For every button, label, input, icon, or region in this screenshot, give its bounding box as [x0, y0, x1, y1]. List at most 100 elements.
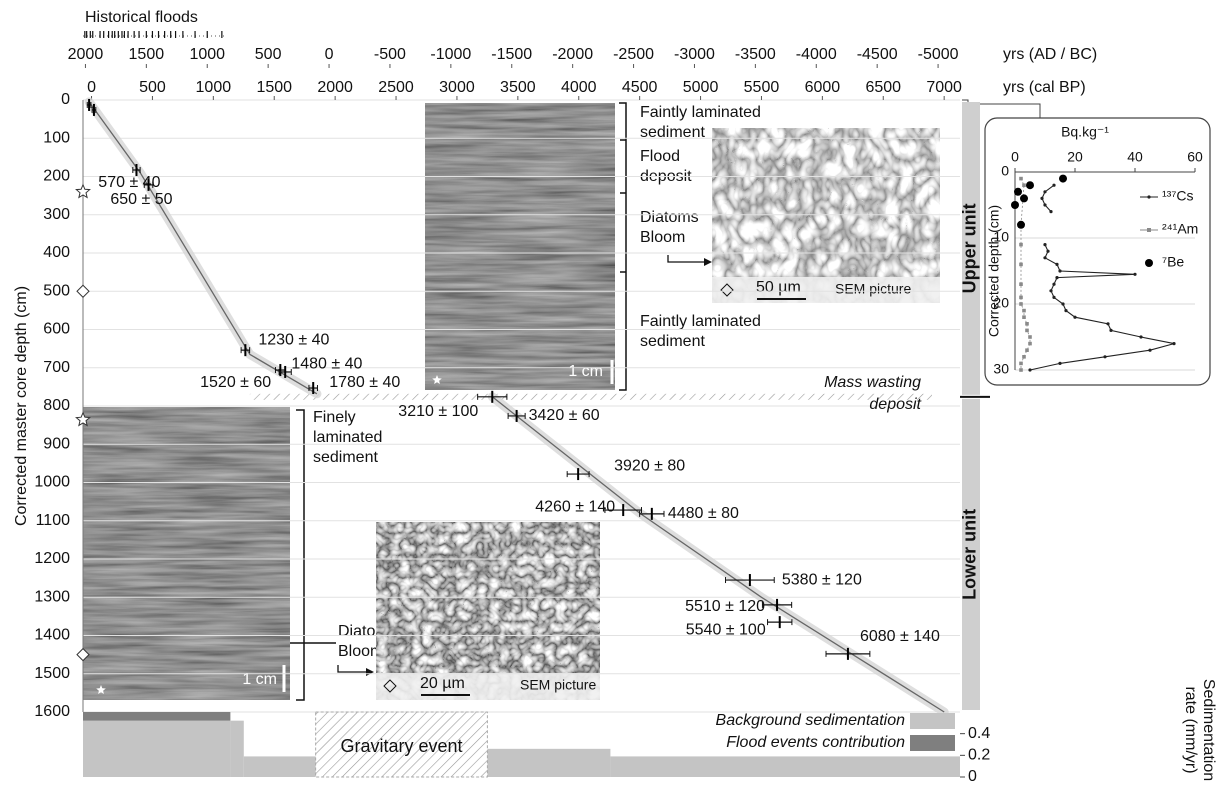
profile-marker: [1052, 183, 1056, 187]
bracket: [290, 409, 336, 701]
x-tick-label: 0: [87, 79, 96, 96]
inset-title: Bq.kg⁻¹: [1061, 124, 1109, 140]
x-tick-label: 6500: [865, 79, 901, 96]
profile-marker: [1064, 309, 1068, 313]
inset-y-tick-label: 10: [993, 229, 1009, 245]
profile-marker: [1019, 361, 1023, 366]
arrow-head: [704, 258, 712, 266]
legend-swatch: [910, 735, 955, 751]
profile-marker: [1109, 328, 1113, 332]
y-tick-label: 0: [61, 91, 70, 108]
unit-label: Lower unit: [960, 509, 980, 600]
profile-marker: [1019, 282, 1023, 286]
profile-marker: [1172, 342, 1176, 346]
y-tick-label: 1600: [34, 703, 70, 720]
y-tick-label: 200: [43, 168, 70, 185]
floods-title: Historical floods: [85, 9, 198, 26]
y-axis-label: Corrected master core depth (cm): [13, 286, 30, 526]
profile-marker: [1019, 176, 1023, 181]
x-tick-label: 4000: [561, 79, 597, 96]
x-tick-label: 5500: [744, 79, 780, 96]
x2-tick-label: -5000: [918, 46, 959, 63]
core-photo: [425, 103, 615, 390]
x2-tick-label: 1500: [129, 46, 165, 63]
scale-label: 1 cm: [242, 671, 277, 688]
unit-bar: [962, 398, 980, 710]
sem-photo: [712, 128, 940, 303]
profile-marker: [1043, 256, 1047, 260]
x-tick-label: 2000: [317, 79, 353, 96]
date-label: 5510 ± 120: [685, 598, 765, 615]
date-label: 4480 ± 80: [668, 505, 739, 522]
sed-y-tick-label: 0: [968, 768, 977, 785]
profile-marker: [1052, 282, 1056, 286]
profile-marker: [1011, 201, 1019, 209]
mass-wasting-band: [249, 393, 932, 400]
sed-y-label: Sedimentation: [1200, 679, 1217, 781]
profile-marker: [1040, 196, 1044, 200]
y-tick-label: 900: [43, 435, 70, 452]
profile-marker: [1073, 315, 1077, 319]
sed-y-tick-label: 0.4: [968, 725, 990, 742]
inset-x-tick-label: 40: [1127, 149, 1143, 165]
x-tick-label: 7000: [926, 79, 962, 96]
date-label: 1480 ± 40: [291, 355, 362, 372]
x2-tick-label: 500: [255, 46, 282, 63]
photo-label: Diatoms: [640, 209, 699, 226]
x2-tick-label: -3000: [674, 46, 715, 63]
y-tick-label: 600: [43, 321, 70, 338]
photo-label: Finely: [313, 409, 356, 426]
x2-tick-label: -4500: [857, 46, 898, 63]
date-label: 3210 ± 100: [398, 403, 478, 420]
profile-marker: [1019, 262, 1023, 267]
y-tick-label: 400: [43, 244, 70, 261]
profile-marker: [1017, 220, 1025, 229]
profile-marker: [1028, 368, 1032, 372]
x-tick-label: 5000: [683, 79, 719, 96]
inset-frame: [984, 117, 1211, 386]
mass-wasting-label: deposit: [869, 396, 921, 413]
y-tick-label: 300: [43, 206, 70, 223]
date-label: 3420 ± 60: [529, 407, 600, 424]
sed-y-tick-label: 0.2: [968, 747, 990, 764]
x2-tick-label: -1500: [491, 46, 532, 63]
arrow: [337, 665, 366, 673]
sed-bar: [230, 720, 244, 777]
photo-label: Bloom: [338, 643, 383, 660]
core-photo: [83, 407, 290, 700]
legend-label: ⁷Be: [1162, 254, 1184, 270]
x2-tick-label: -3500: [735, 46, 776, 63]
sample-marker: [76, 284, 90, 298]
profile-marker: [1106, 322, 1110, 326]
profile-marker: [1058, 361, 1062, 365]
photo-label: laminated: [313, 429, 382, 446]
scale-label: 1 cm: [568, 363, 603, 380]
inset-y-tick-label: 0: [1001, 163, 1009, 179]
x2-tick-label: -2000: [552, 46, 593, 63]
legend-marker: [1147, 228, 1151, 232]
legend-label: ¹³⁷Cs: [1162, 188, 1194, 204]
profile-marker: [1046, 249, 1050, 253]
profile-marker: [1043, 243, 1047, 247]
profile-marker: [1133, 272, 1137, 276]
x-tick-label: 1500: [256, 79, 292, 96]
profile-marker: [1043, 190, 1047, 194]
sem-caption: SEM picture: [520, 677, 596, 693]
x2-tick-label: -4000: [796, 46, 837, 63]
photo-label: Faintly laminated: [640, 313, 761, 330]
diamond-icon: [720, 283, 734, 297]
date-label: 4260 ± 140: [535, 498, 615, 515]
y-tick-label: 1100: [36, 512, 71, 529]
arrow: [667, 255, 704, 263]
x-axis-label: yrs (cal BP): [1003, 79, 1086, 96]
y-tick-label: 100: [43, 129, 70, 146]
profile-marker: [1139, 335, 1143, 339]
main-grid: [83, 99, 960, 713]
legend-label: Background sedimentation: [716, 712, 906, 729]
gravitary-label: Gravitary event: [340, 736, 462, 756]
sed-bar: [243, 756, 316, 777]
y-tick-label: 1200: [34, 550, 70, 567]
x-tick-label: 500: [139, 79, 166, 96]
date-label: 5540 ± 100: [686, 621, 766, 638]
profile-marker: [1049, 289, 1053, 293]
